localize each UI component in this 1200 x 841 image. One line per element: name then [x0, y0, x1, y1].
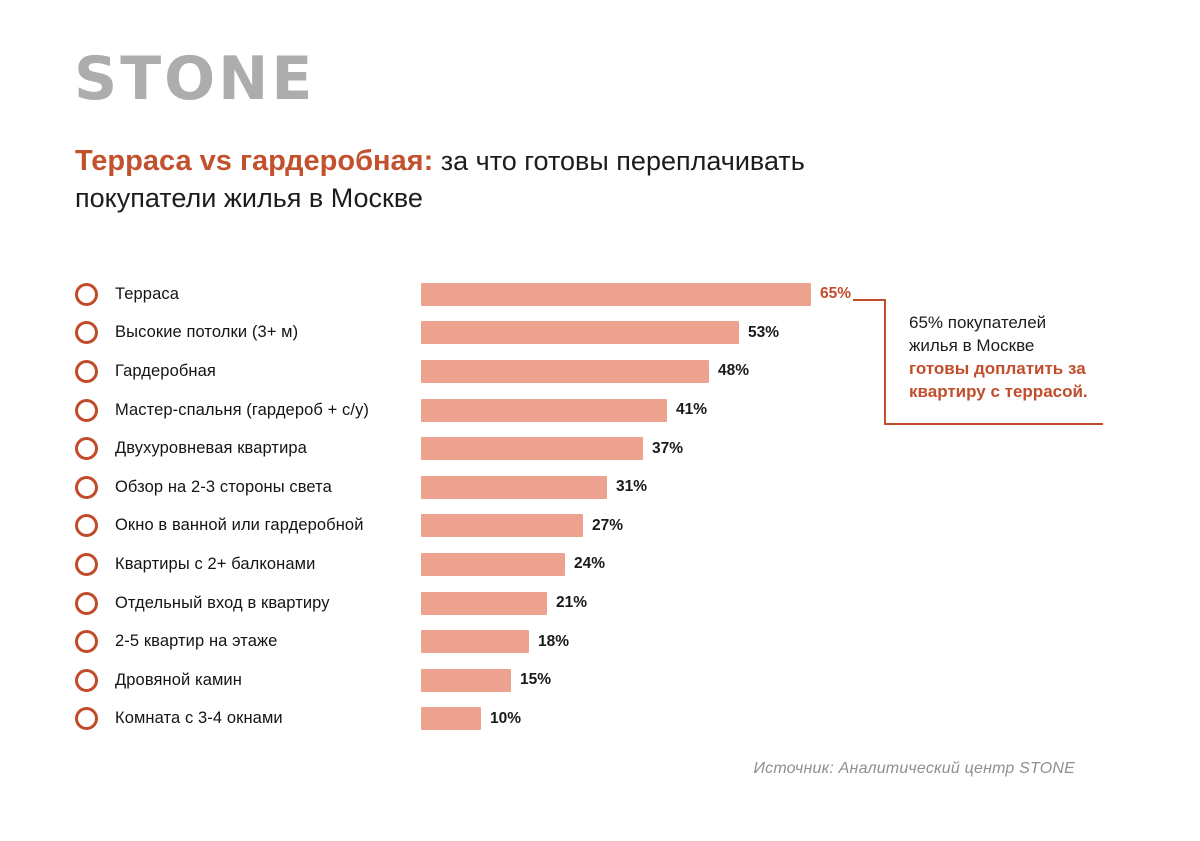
bar: [421, 630, 529, 654]
category-ring-icon: [75, 321, 98, 345]
category-ring-icon: [75, 282, 98, 306]
bar-value: 24%: [574, 555, 606, 573]
bar-track: 18%: [421, 630, 1125, 654]
category-ring-icon: [75, 552, 98, 576]
bar-value: 10%: [490, 709, 522, 727]
bar: [421, 282, 811, 306]
category-label: Дровяной камин: [115, 670, 242, 689]
category-label: Мастер-спальня (гардероб + с/у): [115, 400, 370, 419]
category-ring-icon: [75, 398, 98, 422]
callout-line-1: 65% покупателей: [909, 313, 1047, 332]
title-line-1: Терраса vs гардеробная: за что готовы пе…: [75, 143, 1025, 180]
bar-chart: Терраса 65% Высокие потолки (3+ м) 53% Гарде…: [75, 275, 1125, 738]
title-highlight: Терраса vs гардеробная:: [75, 145, 434, 177]
category-label: Терраса: [115, 284, 179, 303]
callout-connector-vertical: [884, 299, 886, 425]
bar-value: 31%: [616, 478, 648, 496]
page-title: Терраса vs гардеробная: за что готовы пе…: [75, 143, 1025, 217]
chart-row: Окно в ванной или гардеробной 27%: [75, 507, 1125, 546]
chart-row: Отдельный вход в квартиру 21%: [75, 584, 1125, 623]
bar-track: 41%: [421, 398, 1125, 422]
bar: [421, 321, 739, 345]
category-label: Двухуровневая квартира: [115, 439, 307, 458]
bar-value: 15%: [520, 671, 552, 689]
category-label: Отдельный вход в квартиру: [115, 593, 330, 612]
category-label: Высокие потолки (3+ м): [115, 323, 299, 342]
stone-logo: STONE: [74, 44, 316, 114]
category-label: Окно в ванной или гардеробной: [115, 516, 364, 535]
bar: [421, 437, 643, 461]
bar-track: 24%: [421, 552, 1125, 576]
category-ring-icon: [75, 359, 98, 383]
category-label: Гардеробная: [115, 361, 216, 380]
bar-track: 48%: [421, 359, 1125, 383]
chart-row: Гардеробная 48%: [75, 352, 1125, 391]
bar-track: 15%: [421, 668, 1125, 692]
bar: [421, 668, 511, 692]
bar-track: 37%: [421, 437, 1125, 461]
category-label: Комната с 3-4 окнами: [115, 709, 283, 728]
chart-row: Дровяной камин 15%: [75, 661, 1125, 700]
bar: [421, 475, 607, 499]
category-ring-icon: [75, 514, 98, 538]
callout-bold-1: готовы доплатить за: [909, 359, 1086, 378]
title-tail: за что готовы переплачивать: [433, 146, 805, 176]
bar-track: 53%: [421, 321, 1125, 345]
bar-value: 37%: [652, 439, 684, 457]
chart-row: Терраса 65%: [75, 275, 1125, 314]
bar-value: 48%: [718, 362, 750, 380]
bar-value: 41%: [676, 401, 708, 419]
bar-track: 21%: [421, 591, 1125, 615]
category-ring-icon: [75, 591, 98, 615]
chart-row: Комната с 3-4 окнами 10%: [75, 700, 1125, 739]
callout-connector-bottom: [884, 423, 1103, 425]
bar-value: 65%: [820, 285, 852, 303]
category-ring-icon: [75, 630, 98, 654]
bar: [421, 398, 667, 422]
bar-value: 18%: [538, 632, 570, 650]
bar-track: 31%: [421, 475, 1125, 499]
chart-row: Высокие потолки (3+ м) 53%: [75, 314, 1125, 353]
chart-rows: Терраса 65% Высокие потолки (3+ м) 53% Гарде…: [75, 275, 1125, 738]
category-ring-icon: [75, 668, 98, 692]
category-label: 2-5 квартир на этаже: [115, 632, 278, 651]
source-caption: Источник: Аналитический центр STONE: [753, 760, 1075, 777]
bar-value: 53%: [748, 323, 780, 341]
bar: [421, 707, 481, 731]
category-ring-icon: [75, 475, 98, 499]
bar: [421, 359, 709, 383]
callout-connector-top: [853, 299, 886, 301]
category-ring-icon: [75, 707, 98, 731]
bar: [421, 552, 565, 576]
bar: [421, 591, 547, 615]
bar: [421, 514, 583, 538]
callout-annotation: 65% покупателей жилья в Москве готовы до…: [909, 311, 1139, 403]
title-line-2: покупатели жилья в Москве: [75, 183, 423, 213]
bar-track: 10%: [421, 707, 1125, 731]
category-ring-icon: [75, 437, 98, 461]
category-label: Обзор на 2-3 стороны света: [115, 477, 332, 496]
callout-bold-2: квартиру с террасой.: [909, 382, 1088, 401]
chart-row: Обзор на 2-3 стороны света 31%: [75, 468, 1125, 507]
callout-line-2: жилья в Москве: [909, 336, 1035, 355]
bar-value: 27%: [592, 516, 624, 534]
chart-row: Двухуровневая квартира 37%: [75, 429, 1125, 468]
chart-row: Мастер-спальня (гардероб + с/у) 41%: [75, 391, 1125, 430]
chart-row: 2-5 квартир на этаже 18%: [75, 622, 1125, 661]
bar-track: 27%: [421, 514, 1125, 538]
bar-track: 65%: [421, 282, 1125, 306]
category-label: Квартиры с 2+ балконами: [115, 554, 316, 573]
bar-value: 21%: [556, 594, 588, 612]
chart-row: Квартиры с 2+ балконами 24%: [75, 545, 1125, 584]
